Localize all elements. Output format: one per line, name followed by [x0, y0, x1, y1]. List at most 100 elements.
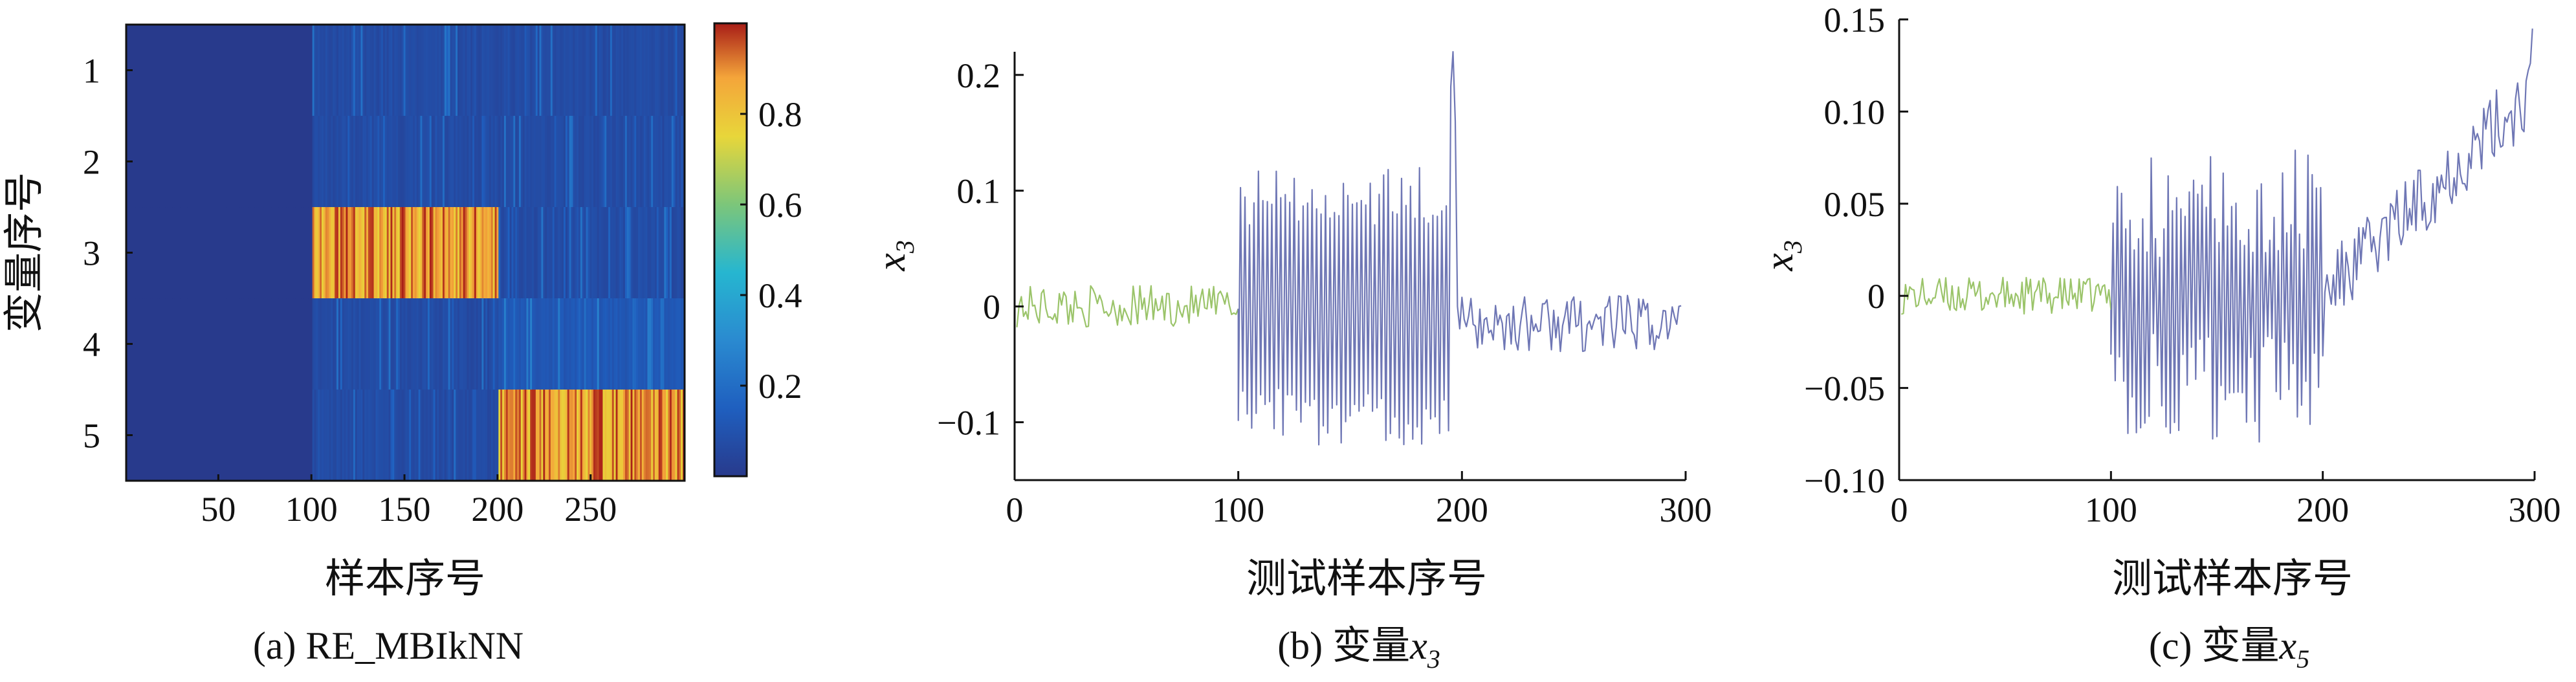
heatmap-cell: [141, 25, 144, 116]
heatmap-cell: [507, 116, 511, 208]
heatmap-cell: [369, 207, 373, 299]
heatmap-cell: [597, 25, 600, 116]
x3-y-tick-label: −0.1: [937, 404, 1000, 443]
heatmap-cell: [446, 390, 449, 481]
heatmap-cell: [137, 390, 140, 481]
heatmap-cell: [131, 207, 135, 299]
heatmap-cell: [461, 390, 464, 481]
heatmap-cell: [545, 25, 547, 116]
heatmap-cell: [310, 390, 313, 481]
heatmap-cell: [619, 116, 622, 208]
heatmap-cell: [591, 25, 594, 116]
heatmap-cell: [671, 298, 674, 390]
heatmap-cell: [610, 25, 613, 116]
heatmap-cell: [338, 390, 341, 481]
heatmap-cell: [360, 207, 363, 299]
heatmap-cell: [366, 116, 369, 208]
heatmap-cell: [174, 298, 177, 390]
heatmap-cell: [206, 116, 209, 208]
heatmap-cell: [465, 298, 468, 390]
heatmap-cell: [228, 25, 231, 116]
heatmap-cell: [191, 298, 194, 390]
heatmap-cell: [489, 298, 492, 390]
heatmap-cell: [567, 298, 570, 390]
heatmap-cell: [639, 298, 643, 390]
heatmap-cell: [280, 25, 283, 116]
heatmap-cell: [454, 116, 456, 208]
heatmap-cell: [292, 390, 294, 481]
heatmap-cell: [156, 116, 159, 208]
heatmap-cell: [292, 298, 294, 390]
heatmap-cell: [589, 116, 592, 208]
heatmap-cell: [381, 25, 384, 116]
heatmap-cell: [323, 390, 326, 481]
heatmap-cell: [210, 25, 212, 116]
heatmap-cell: [658, 116, 661, 208]
heatmap-cell: [547, 298, 549, 390]
heatmap-cell: [325, 298, 328, 390]
heatmap-cell: [219, 116, 222, 208]
heatmap-cell: [532, 116, 534, 208]
heatmap-cell: [245, 390, 248, 481]
heatmap-cell: [301, 207, 303, 299]
heatmap-cell: [439, 390, 441, 481]
heatmap-cell: [142, 116, 146, 208]
heatmap-cell: [530, 25, 533, 116]
heatmap-cell: [589, 298, 592, 390]
heatmap-cell: [275, 25, 278, 116]
heatmap-cell: [174, 116, 177, 208]
heatmap-cell: [675, 116, 678, 208]
heatmap-cell: [342, 207, 345, 299]
heatmap-cell: [641, 298, 644, 390]
heatmap-cell: [187, 25, 190, 116]
heatmap-cell: [353, 390, 356, 481]
heatmap-cell: [271, 25, 274, 116]
heatmap-cell: [301, 25, 303, 116]
heatmap-cell: [520, 207, 523, 299]
heatmap-cell: [284, 116, 287, 208]
heatmap-cell: [443, 390, 445, 481]
heatmap-cell: [320, 390, 322, 481]
heatmap-cell: [388, 116, 391, 208]
heatmap-cell: [174, 207, 177, 299]
heatmap-cell: [286, 390, 289, 481]
heatmap-cell: [405, 25, 408, 116]
heatmap-cell: [210, 298, 212, 390]
heatmap-cell: [673, 298, 676, 390]
heatmap-cell: [611, 207, 615, 299]
heatmap-cell: [234, 25, 237, 116]
heatmap-cell: [212, 25, 214, 116]
heatmap-cell: [282, 25, 285, 116]
x5-caption-sub: 5: [2296, 644, 2309, 674]
heatmap-cell: [515, 298, 518, 390]
heatmap-cell: [416, 25, 419, 116]
heatmap-cell: [323, 116, 326, 208]
heatmap-cell: [201, 207, 203, 299]
heatmap-cell: [489, 390, 492, 481]
heatmap-cell: [444, 116, 447, 208]
heatmap-cell: [322, 25, 324, 116]
heatmap-cell: [135, 116, 138, 208]
heatmap-cell: [524, 390, 527, 481]
heatmap-cell: [245, 25, 248, 116]
heatmap-cell: [340, 25, 343, 116]
heatmap-cell: [673, 116, 676, 208]
heatmap-cell: [654, 390, 657, 481]
heatmap-cell: [490, 116, 494, 208]
heatmap-cell: [626, 207, 630, 299]
heatmap-cell: [247, 207, 250, 299]
heatmap-cell: [468, 298, 471, 390]
heatmap-cell: [280, 116, 283, 208]
heatmap-cell: [384, 390, 388, 481]
heatmap-cell: [364, 25, 367, 116]
heatmap-cell: [396, 116, 399, 208]
heatmap-cell: [373, 116, 377, 208]
heatmap-cell: [369, 25, 373, 116]
heatmap-cell: [204, 207, 207, 299]
heatmap-cell: [543, 116, 545, 208]
heatmap-cell: [602, 116, 605, 208]
heatmap-cell: [269, 390, 272, 481]
heatmap-cell: [338, 116, 341, 208]
heatmap-cell: [165, 25, 168, 116]
heatmap-cell: [518, 207, 522, 299]
